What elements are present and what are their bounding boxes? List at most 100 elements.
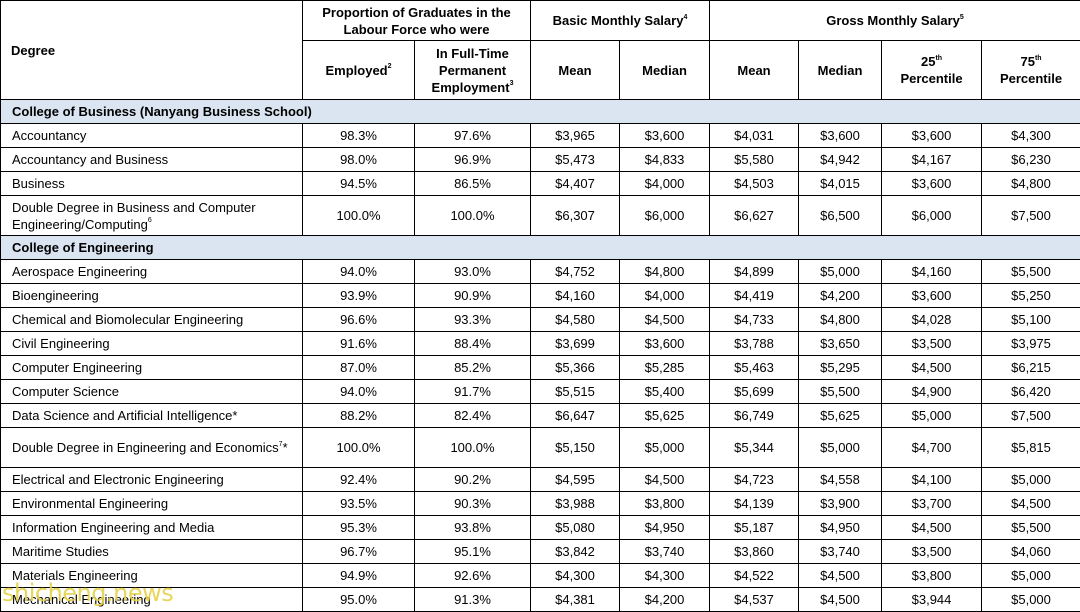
table-cell: 93.9% — [302, 283, 415, 308]
table-row: Chemical and Biomolecular Engineering 96.… — [0, 307, 1080, 332]
table-cell: 95.3% — [302, 515, 415, 540]
table-row: Computer Science 94.0% 91.7% $5,515 $5,400 $5… — [0, 379, 1080, 404]
table-cell: 91.3% — [413, 587, 532, 612]
table-cell: $4,942 — [798, 147, 883, 172]
table-cell: 91.7% — [413, 379, 532, 404]
table-cell: $6,000 — [881, 195, 983, 236]
table-cell: $6,627 — [709, 195, 800, 236]
table-cell: $4,031 — [709, 123, 800, 148]
table-cell: $4,167 — [881, 147, 983, 172]
table-cell: $3,944 — [881, 587, 983, 612]
table-cell: $5,100 — [981, 307, 1080, 332]
table-cell: $4,833 — [619, 147, 711, 172]
table-row: Computer Engineering 87.0% 85.2% $5,366 $5,2… — [0, 355, 1080, 380]
table-cell: $3,800 — [619, 491, 711, 516]
table-cell: $5,000 — [798, 259, 883, 284]
section-row: College of Engineering — [0, 235, 1080, 260]
table-cell: 95.0% — [302, 587, 415, 612]
table-row: Accountancy 98.3% 97.6% $3,965 $3,600 $4,031 $… — [0, 123, 1080, 148]
table-cell: $7,500 — [981, 403, 1080, 428]
table-row: Materials Engineering 94.9% 92.6% $4,300 $4,… — [0, 563, 1080, 588]
table-cell: $4,752 — [530, 259, 621, 284]
table-cell: 92.4% — [302, 467, 415, 492]
table-cell: $3,788 — [709, 331, 800, 356]
table-cell: $5,000 — [881, 403, 983, 428]
table-row: Information Engineering and Media 95.3% 93… — [0, 515, 1080, 540]
p25-header: 25th Percentile — [881, 40, 983, 100]
table-cell: $4,800 — [798, 307, 883, 332]
table-cell: $3,965 — [530, 123, 621, 148]
table-cell: $5,150 — [530, 427, 621, 468]
table-cell: 93.8% — [413, 515, 532, 540]
basic-mean-header: Mean — [530, 40, 621, 100]
table-cell: $5,815 — [981, 427, 1080, 468]
table-cell: 82.4% — [413, 403, 532, 428]
basic-median-header: Median — [619, 40, 711, 100]
degree-name: Maritime Studies — [0, 539, 303, 564]
employed-header: Employed2 — [302, 40, 415, 100]
table-cell: $5,285 — [619, 355, 711, 380]
table-cell: $5,000 — [981, 467, 1080, 492]
table-cell: $3,860 — [709, 539, 800, 564]
table-cell: $5,500 — [981, 259, 1080, 284]
table-cell: 96.9% — [413, 147, 532, 172]
table-cell: $4,580 — [530, 307, 621, 332]
table-cell: $3,740 — [619, 539, 711, 564]
table-cell: 93.0% — [413, 259, 532, 284]
fulltime-header: In Full-Time Permanent Employment3 — [413, 40, 532, 100]
table-cell: $4,160 — [530, 283, 621, 308]
section-title: College of Engineering — [0, 235, 1080, 260]
table-cell: $4,700 — [881, 427, 983, 468]
table-cell: $4,500 — [798, 563, 883, 588]
table-cell: $5,625 — [798, 403, 883, 428]
degree-name: Mechanical Engineering — [0, 587, 303, 612]
table-cell: 94.9% — [302, 563, 415, 588]
degree-name: Double Degree in Engineering and Economi… — [0, 427, 303, 468]
basic-salary-header: Basic Monthly Salary4 — [530, 0, 711, 41]
table-cell: 88.4% — [413, 331, 532, 356]
table-cell: $3,699 — [530, 331, 621, 356]
table-cell: $5,515 — [530, 379, 621, 404]
table-cell: $5,463 — [709, 355, 800, 380]
table-cell: $4,537 — [709, 587, 800, 612]
table-cell: $4,200 — [798, 283, 883, 308]
table-cell: $4,100 — [881, 467, 983, 492]
degree-name: Environmental Engineering — [0, 491, 303, 516]
table-cell: $4,500 — [619, 307, 711, 332]
gross-mean-header: Mean — [709, 40, 800, 100]
table-cell: $5,250 — [981, 283, 1080, 308]
table-row: Aerospace Engineering 94.0% 93.0% $4,752 $4,… — [0, 259, 1080, 284]
table-cell: $3,600 — [619, 331, 711, 356]
table-cell: $4,300 — [619, 563, 711, 588]
table-cell: $3,842 — [530, 539, 621, 564]
table-cell: 100.0% — [302, 427, 415, 468]
table-cell: $5,295 — [798, 355, 883, 380]
table-cell: $4,733 — [709, 307, 800, 332]
table-cell: 97.6% — [413, 123, 532, 148]
table-cell: $4,200 — [619, 587, 711, 612]
table-cell: $4,015 — [798, 171, 883, 196]
table-row: Mechanical Engineering 95.0% 91.3% $4,381 $4… — [0, 587, 1080, 612]
table-cell: $4,300 — [981, 123, 1080, 148]
table-cell: $3,600 — [881, 283, 983, 308]
degree-header: Degree — [0, 0, 303, 100]
table-cell: $3,600 — [619, 123, 711, 148]
table-cell: $4,899 — [709, 259, 800, 284]
table-cell: $3,800 — [881, 563, 983, 588]
table-cell: $4,558 — [798, 467, 883, 492]
degree-name: Civil Engineering — [0, 331, 303, 356]
table-row: Electrical and Electronic Engineering 92.… — [0, 467, 1080, 492]
gross-salary-header: Gross Monthly Salary5 — [709, 0, 1080, 41]
table-cell: $5,580 — [709, 147, 800, 172]
table-cell: $4,300 — [530, 563, 621, 588]
table-cell: $3,600 — [881, 171, 983, 196]
table-cell: 94.0% — [302, 379, 415, 404]
table-cell: $5,000 — [619, 427, 711, 468]
table-cell: $4,028 — [881, 307, 983, 332]
table-cell: $3,740 — [798, 539, 883, 564]
table-cell: $4,419 — [709, 283, 800, 308]
table-cell: 100.0% — [413, 427, 532, 468]
table-row: Business 94.5% 86.5% $4,407 $4,000 $4,503 $4,0… — [0, 171, 1080, 196]
proportion-header: Proportion of Graduates in the Labour Fo… — [301, 0, 532, 41]
